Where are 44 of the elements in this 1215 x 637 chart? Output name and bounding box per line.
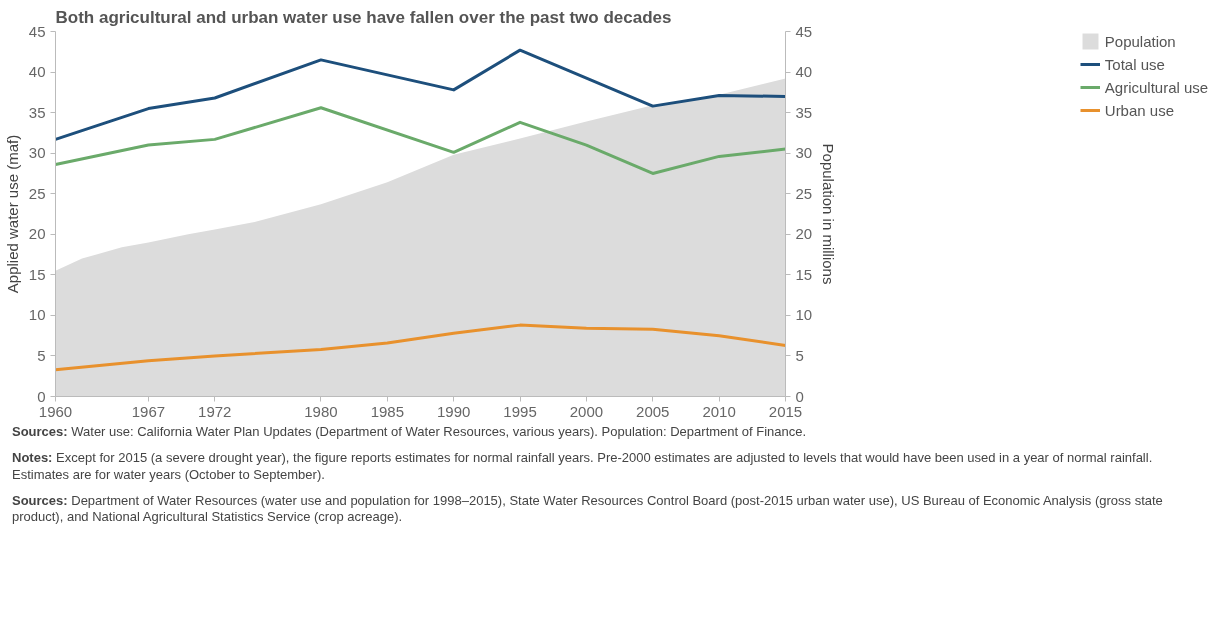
chart-title: Both agricultural and urban water use have fallen over the past two decades: [55, 7, 672, 27]
x-tick-label: 2005: [636, 402, 670, 420]
y2-axis-title: Population in millions: [820, 143, 838, 285]
y2-tick-label: 10: [795, 306, 813, 324]
y2-tick-label: 40: [795, 63, 813, 81]
x-tick-label: 1960: [38, 402, 73, 420]
x-tick-label: 2010: [702, 402, 736, 420]
x-tick-label: 1972: [198, 402, 232, 420]
y2-tick-label: 5: [795, 346, 804, 364]
y2-tick-label: 45: [795, 22, 813, 40]
x-tick-label: 1980: [304, 402, 338, 420]
y2-tick-label: 20: [795, 225, 813, 243]
x-tick-label: 2015: [768, 402, 803, 420]
y-tick-label: 40: [28, 63, 46, 81]
y2-tick-label: 25: [795, 184, 813, 202]
y-tick-label: 45: [28, 22, 46, 40]
y-axis-title: Applied water use (maf): [3, 134, 21, 294]
y-tick-label: 30: [28, 144, 46, 162]
y2-tick-label: 0: [795, 387, 804, 405]
x-tick-label: 1995: [503, 402, 537, 420]
y-tick-label: 5: [37, 346, 46, 364]
x-tick-label: 1967: [131, 402, 166, 420]
y-tick-label: 20: [28, 225, 46, 243]
x-tick-label: 1985: [370, 402, 405, 420]
line-series: [55, 48, 786, 141]
y2-tick-label: 30: [795, 144, 813, 162]
y2-tick-label: 35: [795, 103, 813, 121]
y-tick-label: 25: [28, 184, 46, 202]
y-tick-label: 35: [28, 103, 46, 121]
line-series: [55, 106, 786, 175]
x-tick-label: 2000: [569, 402, 604, 420]
y-tick-label: 15: [28, 265, 46, 283]
legend-label: Population: [1104, 32, 1176, 50]
legend-label: Urban use: [1104, 101, 1175, 119]
text: Notes: Except for 2015 (a severe drought year), the figure reports estimates for normal rainfall years. Pre-2000 estimates are adjusted to levels that would have been used in a year of normal rainfall. Estimates are for water years (October to September).: [12, 450, 1154, 483]
line-series: [55, 323, 786, 372]
y-tick-label: 10: [28, 306, 46, 324]
y2-tick-label: 15: [795, 265, 813, 283]
y-tick-label: 0: [37, 387, 46, 405]
legend-label: Total use: [1104, 55, 1165, 73]
source-note: Sources: Water use: California Water Plan Updates (Department of Water Resources, various years). Population: Department of Finance.: [12, 424, 807, 441]
legend-label: Agricultural use: [1104, 78, 1209, 96]
source-note: Sources: Department of Water Resources (water use and population for 1998–2015), State Water Resources Control Board (post-2015 urban water use), US Bureau of Economic Analysis (gross state product), and National Agricultural Statistics Service (crop acreage).: [12, 492, 1164, 526]
x-tick-label: 1990: [437, 402, 471, 420]
